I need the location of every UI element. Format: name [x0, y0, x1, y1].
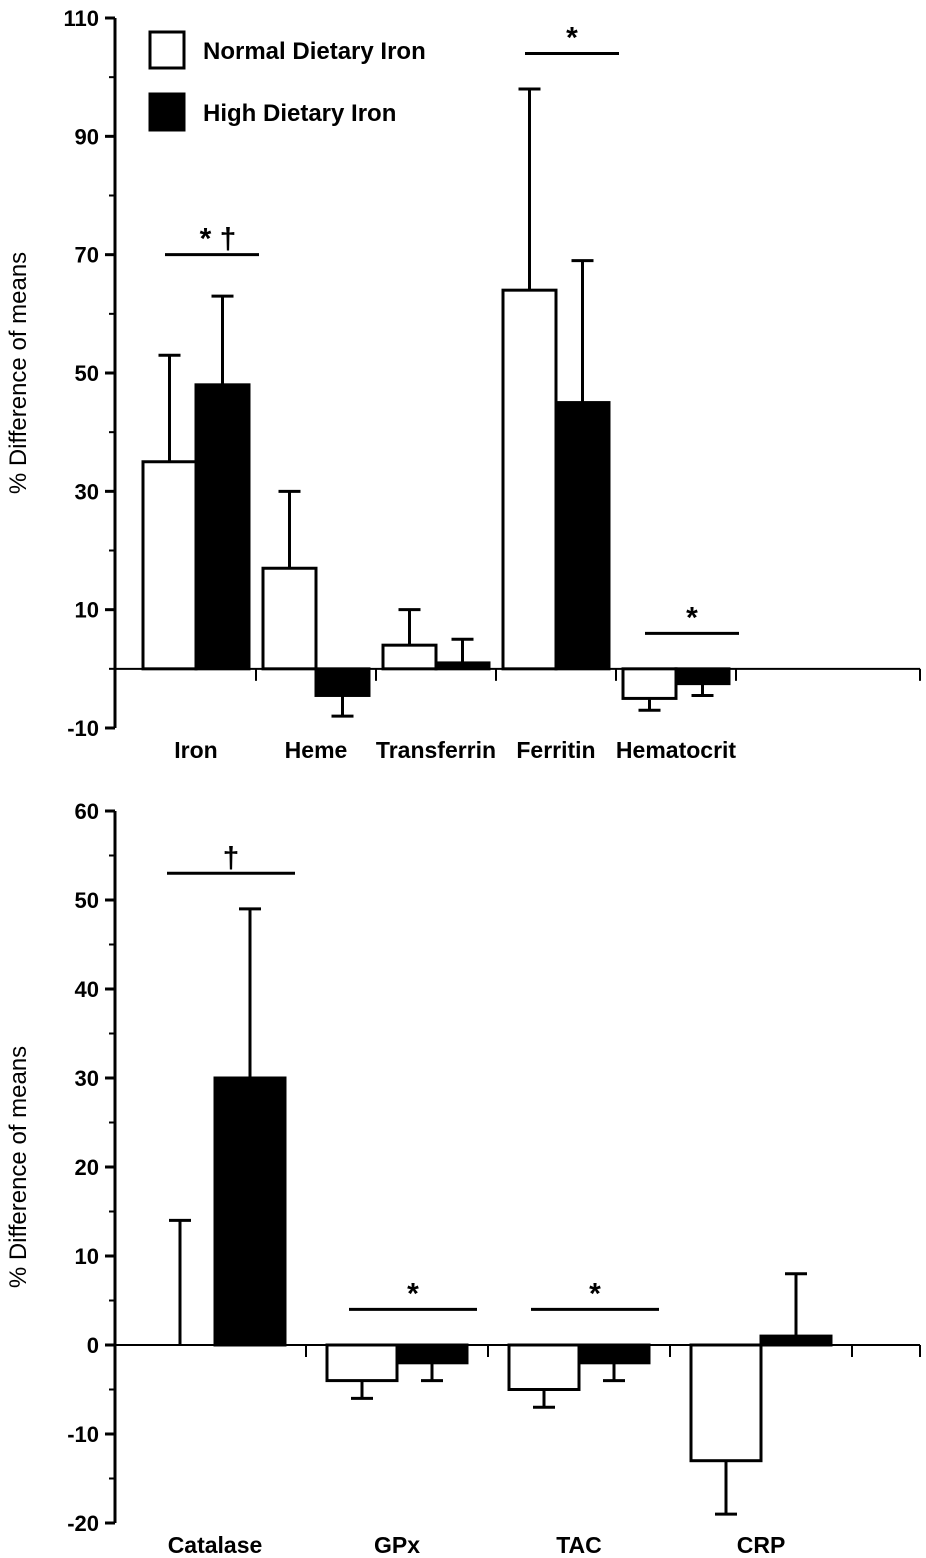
y-tick-label: -10	[67, 1422, 99, 1447]
y-tick-label: 20	[75, 1155, 99, 1180]
y-tick-label: 30	[75, 479, 99, 504]
y-tick-label: 110	[64, 6, 100, 31]
bar-hematocrit-high	[674, 667, 731, 686]
bar-catalase-high	[213, 1076, 287, 1347]
y-axis-title: % Difference of means	[5, 252, 32, 494]
x-category-label: Ferritin	[516, 737, 595, 763]
y-tick-label: -10	[67, 716, 99, 741]
x-category-label: Transferrin	[376, 737, 496, 763]
bar-transferrin-normal	[381, 643, 438, 671]
x-category-label: Iron	[174, 737, 217, 763]
y-tick-label: 0	[87, 1333, 99, 1358]
y-tick-label: 90	[75, 124, 99, 149]
y-tick-label: 10	[75, 598, 99, 623]
bar-iron-normal	[141, 460, 198, 671]
bar-tac-high	[577, 1343, 651, 1365]
y-axis-title: % Difference of means	[5, 1046, 32, 1288]
y-tick-label: -20	[67, 1511, 99, 1536]
y-tick-label: 10	[75, 1244, 99, 1269]
bar-heme-high	[314, 667, 371, 697]
significance-mark: *	[566, 22, 578, 55]
bar-gpx-normal	[325, 1343, 399, 1383]
x-category-label: CRP	[737, 1532, 786, 1558]
y-tick-label: 70	[75, 243, 99, 268]
panel-top: -10 10 30 50 70 90 110 % Difference of means Iro…	[5, 6, 921, 763]
legend-swatch-high	[148, 92, 186, 132]
significance-mark: *	[589, 1277, 601, 1310]
x-category-label: Catalase	[168, 1532, 263, 1558]
y-tick-label: 50	[75, 361, 99, 386]
legend-label-high: High Dietary Iron	[203, 100, 396, 127]
bar-transferrin-high	[434, 661, 491, 671]
bar-tac-normal	[507, 1343, 581, 1391]
x-category-label: TAC	[556, 1532, 602, 1558]
y-tick-label: 60	[75, 799, 99, 824]
legend-label-normal: Normal Dietary Iron	[203, 38, 426, 65]
bar-crp-high	[759, 1334, 833, 1347]
y-tick-label: 30	[75, 1066, 99, 1091]
bar-ferritin-high	[554, 401, 611, 671]
bar-ferritin-normal	[501, 288, 558, 671]
bar-iron-high	[194, 383, 251, 671]
bar-gpx-high	[395, 1343, 469, 1365]
significance-mark: *	[407, 1277, 419, 1310]
y-tick-label: 50	[75, 888, 99, 913]
significance-mark: * †	[200, 223, 237, 256]
legend-swatch-normal	[148, 30, 186, 70]
bar-heme-normal	[261, 566, 318, 671]
significance-mark: †	[223, 841, 240, 874]
bar-crp-normal	[689, 1343, 763, 1463]
x-category-label: Hematocrit	[616, 737, 736, 763]
x-category-label: GPx	[374, 1532, 420, 1558]
x-category-label: Heme	[285, 737, 348, 763]
bar-hematocrit-normal	[621, 667, 678, 700]
y-tick-label: 40	[75, 977, 99, 1002]
panel-bottom: -20 -10 0 10 20 30 40 50 60 % Difference of means…	[5, 799, 921, 1558]
significance-mark: *	[686, 601, 698, 634]
